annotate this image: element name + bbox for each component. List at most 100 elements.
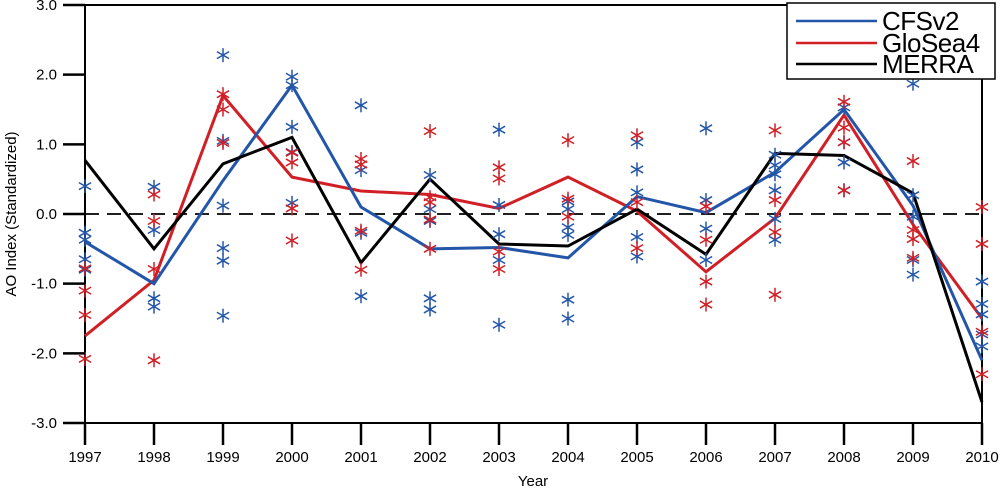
legend-entry-cfsv2: CFSv2 [796, 6, 960, 36]
x-tick-label: 1999 [206, 449, 239, 466]
ensemble-marker-glosea4 [423, 124, 437, 139]
ensemble-marker-glosea4 [630, 128, 644, 143]
series-line-glosea4 [84, 92, 984, 338]
ensemble-marker-glosea4 [975, 236, 989, 251]
y-tick-label: -1.0 [31, 276, 57, 293]
legend-label-glosea4: GloSea4 [882, 28, 980, 58]
ensemble-marker-cfsv2 [906, 188, 920, 203]
y-axis-title: AO Index (Standardized) [3, 131, 20, 296]
ensemble-marker-cfsv2 [285, 78, 299, 93]
ensemble-marker-glosea4 [216, 135, 230, 150]
ensemble-marker-cfsv2 [423, 167, 437, 182]
x-axis-title: Year [518, 473, 548, 490]
ensemble-marker-cfsv2 [699, 252, 713, 267]
ensemble-marker-glosea4 [354, 262, 368, 277]
ensemble-marker-glosea4 [975, 200, 989, 215]
ensemble-marker-cfsv2 [768, 211, 782, 226]
ensemble-marker-glosea4 [78, 308, 92, 323]
ensemble-marker-cfsv2 [423, 302, 437, 317]
ensemble-marker-glosea4 [78, 283, 92, 298]
ensemble-marker-cfsv2 [768, 167, 782, 182]
y-tick-label: 3.0 [36, 0, 57, 14]
legend-entry-merra: MERRA [796, 49, 975, 79]
ensemble-marker-cfsv2 [975, 274, 989, 289]
ensemble-marker-glosea4 [147, 262, 161, 277]
ensemble-marker-cfsv2 [906, 209, 920, 224]
ensemble-marker-glosea4 [768, 287, 782, 302]
ensemble-marker-glosea4 [561, 209, 575, 224]
ensemble-marker-cfsv2 [216, 253, 230, 268]
x-tick-label: 2007 [758, 449, 791, 466]
legend: CFSv2 GloSea4 MERRA [786, 2, 996, 80]
x-tick-label: 2004 [551, 449, 584, 466]
x-tick-label: 1998 [137, 449, 170, 466]
legend-label-merra: MERRA [882, 49, 975, 79]
ensemble-marker-glosea4 [492, 244, 506, 259]
x-tick-label: 2002 [413, 449, 446, 466]
ensemble-marker-glosea4 [216, 102, 230, 117]
ensemble-marker-glosea4 [492, 171, 506, 186]
ensemble-marker-cfsv2 [354, 98, 368, 113]
ensemble-marker-glosea4 [561, 191, 575, 206]
ensemble-marker-cfsv2 [837, 155, 851, 170]
ensemble-marker-glosea4 [837, 135, 851, 150]
ensemble-marker-cfsv2 [561, 292, 575, 307]
ensemble-marker-glosea4 [423, 195, 437, 210]
ensemble-marker-glosea4 [354, 157, 368, 172]
y-tick-label: -3.0 [31, 415, 57, 432]
ensemble-marker-cfsv2 [216, 308, 230, 323]
ensemble-marker-glosea4 [147, 187, 161, 202]
ensemble-marker-glosea4 [354, 223, 368, 238]
ensemble-marker-glosea4 [837, 94, 851, 109]
x-tick-label: 2010 [965, 449, 998, 466]
ensemble-marker-cfsv2 [354, 289, 368, 304]
series-line-merra [83, 135, 984, 403]
ensemble-marker-glosea4 [699, 274, 713, 289]
legend-entry-glosea4: GloSea4 [796, 28, 980, 58]
ensemble-marker-glosea4 [492, 262, 506, 277]
ensemble-marker-glosea4 [699, 199, 713, 214]
ensemble-marker-glosea4 [768, 225, 782, 240]
ensemble-marker-cfsv2 [216, 198, 230, 213]
ensemble-marker-glosea4 [630, 195, 644, 210]
ensemble-marker-cfsv2 [699, 121, 713, 136]
ensemble-marker-glosea4 [975, 324, 989, 339]
series-line-cfsv2 [84, 82, 984, 361]
legend-label-cfsv2: CFSv2 [882, 6, 959, 36]
ensemble-marker-cfsv2 [492, 197, 506, 212]
ensemble-marker-glosea4 [837, 120, 851, 135]
ensemble-marker-glosea4 [423, 212, 437, 227]
ensemble-marker-glosea4 [975, 367, 989, 382]
ensemble-marker-cfsv2 [906, 267, 920, 282]
ensemble-marker-glosea4 [768, 123, 782, 138]
ensemble-marker-cfsv2 [147, 299, 161, 314]
x-tick-label: 2000 [275, 449, 308, 466]
x-tick-label: 2005 [620, 449, 653, 466]
ensemble-marker-glosea4 [768, 193, 782, 208]
y-tick-label: 2.0 [36, 67, 57, 84]
ensemble-marker-glosea4 [147, 213, 161, 228]
ensemble-marker-glosea4 [147, 353, 161, 368]
ensemble-marker-cfsv2 [492, 227, 506, 242]
ensemble-marker-cfsv2 [216, 48, 230, 63]
legend-box [786, 2, 996, 80]
ensemble-marker-glosea4 [630, 241, 644, 256]
axis-ticks-and-labels: 3.0 2.0 1.0 0.0 -1.0 -2.0 -3.0 1997 1998 1999 2000… [31, 0, 999, 466]
y-tick-label: -2.0 [31, 345, 57, 362]
ensemble-marker-cfsv2 [78, 232, 92, 247]
ensemble-marker-glosea4 [216, 87, 230, 102]
ensemble-marker-glosea4 [906, 250, 920, 265]
x-tick-label: 2009 [896, 449, 929, 466]
ensemble-marker-cfsv2 [561, 311, 575, 326]
x-tick-label: 1997 [68, 449, 101, 466]
series-lines [83, 82, 984, 403]
y-tick-label: 0.0 [36, 206, 57, 223]
x-tick-label: 2008 [827, 449, 860, 466]
x-tick-label: 2006 [689, 449, 722, 466]
ensemble-marker-cfsv2 [492, 122, 506, 137]
ensemble-marker-glosea4 [78, 261, 92, 276]
ensemble-marker-glosea4 [285, 233, 299, 248]
ensemble-marker-cfsv2 [561, 227, 575, 242]
